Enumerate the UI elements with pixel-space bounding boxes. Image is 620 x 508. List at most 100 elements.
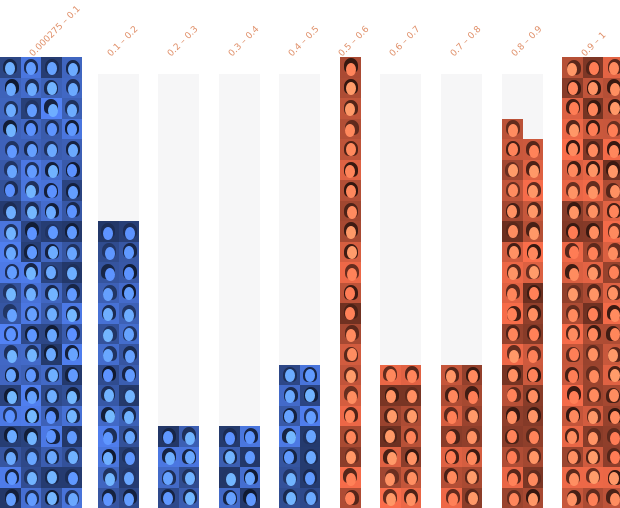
face-thumbnail (0, 262, 21, 283)
face-thumbnail (441, 385, 462, 406)
face-shape (466, 431, 477, 445)
face-thumbnail (582, 405, 603, 426)
face-shape (588, 307, 599, 321)
face-thumbnail (582, 426, 603, 447)
face-thumbnail (98, 323, 119, 344)
tick-label: 0.3 – 0.4 (226, 24, 261, 60)
face-shape (447, 389, 458, 403)
face-thumbnail (502, 446, 523, 467)
face-shape (27, 206, 38, 220)
face-shape (46, 81, 57, 95)
face-thumbnail (279, 385, 300, 406)
face-shape (47, 369, 58, 383)
face-shape (587, 451, 598, 465)
face-thumbnail (400, 405, 421, 426)
face-shape (609, 185, 620, 199)
face-shape (184, 431, 195, 445)
face-thumbnail (61, 241, 82, 262)
face-thumbnail (461, 487, 482, 508)
face-shape (527, 368, 538, 382)
face-shape (588, 287, 599, 301)
face-shape (225, 451, 236, 465)
face-thumbnail (502, 200, 523, 221)
face-thumbnail (0, 303, 21, 324)
face-shape (608, 349, 619, 363)
face-shape (225, 472, 236, 486)
face-shape (46, 430, 57, 444)
face-thumbnail (441, 487, 462, 508)
face-shape (588, 471, 599, 485)
face-thumbnail (279, 467, 300, 488)
face-thumbnail (562, 241, 583, 262)
face-thumbnail (0, 118, 21, 139)
face-shape (568, 124, 579, 138)
face-thumbnail (562, 139, 583, 160)
face-shape (609, 102, 620, 116)
face-thumbnail (502, 303, 523, 324)
face-shape (46, 123, 57, 137)
face-thumbnail (400, 385, 421, 406)
face-thumbnail (603, 282, 620, 303)
face-thumbnail (118, 364, 139, 385)
face-shape (345, 472, 356, 486)
face-thumbnail (400, 426, 421, 447)
face-thumbnail (20, 426, 41, 447)
face-shape (103, 307, 113, 321)
face-thumbnail (582, 344, 603, 365)
face-shape (345, 82, 356, 96)
face-thumbnail (441, 446, 462, 467)
face-shape (508, 124, 519, 138)
face-shape (568, 409, 579, 423)
face-shape (507, 287, 518, 301)
face-thumbnail (98, 282, 119, 303)
face-thumbnail (61, 221, 82, 242)
face-thumbnail (603, 98, 620, 119)
face-thumbnail (279, 487, 300, 508)
face-shape (26, 451, 37, 465)
face-shape (67, 431, 78, 445)
face-thumbnail (118, 262, 139, 283)
face-shape (46, 348, 57, 362)
face-thumbnail (41, 405, 62, 426)
face-shape (406, 452, 417, 466)
face-shape (27, 431, 38, 445)
face-thumbnail (603, 139, 620, 160)
face-thumbnail (502, 385, 523, 406)
face-shape (67, 225, 78, 239)
face-thumbnail (98, 385, 119, 406)
face-shape (25, 288, 36, 302)
face-thumbnail (98, 446, 119, 467)
face-thumbnail (98, 221, 119, 242)
face-thumbnail (340, 180, 361, 201)
face-shape (47, 451, 58, 464)
face-shape (103, 493, 114, 507)
face-thumbnail (340, 241, 361, 262)
face-shape (104, 410, 115, 424)
face-thumbnail (522, 385, 543, 406)
face-shape (245, 471, 256, 485)
face-thumbnail (20, 467, 41, 488)
face-shape (345, 143, 356, 157)
face-thumbnail (603, 77, 620, 98)
face-thumbnail (61, 262, 82, 283)
face-shape (468, 409, 479, 423)
face-thumbnail (41, 426, 62, 447)
face-shape (386, 451, 397, 465)
face-thumbnail (0, 344, 21, 365)
face-thumbnail (41, 385, 62, 406)
face-shape (6, 144, 17, 158)
face-shape (5, 328, 16, 342)
face-shape (407, 390, 418, 404)
face-shape (507, 410, 518, 424)
face-shape (609, 82, 620, 96)
face-shape (528, 349, 539, 363)
face-thumbnail (461, 405, 482, 426)
face-thumbnail (61, 282, 82, 303)
face-thumbnail (299, 487, 320, 508)
face-shape (124, 471, 135, 485)
face-shape (66, 103, 77, 117)
face-shape (123, 410, 134, 424)
face-shape (25, 267, 36, 281)
face-shape (5, 184, 16, 198)
face-thumbnail (562, 180, 583, 201)
